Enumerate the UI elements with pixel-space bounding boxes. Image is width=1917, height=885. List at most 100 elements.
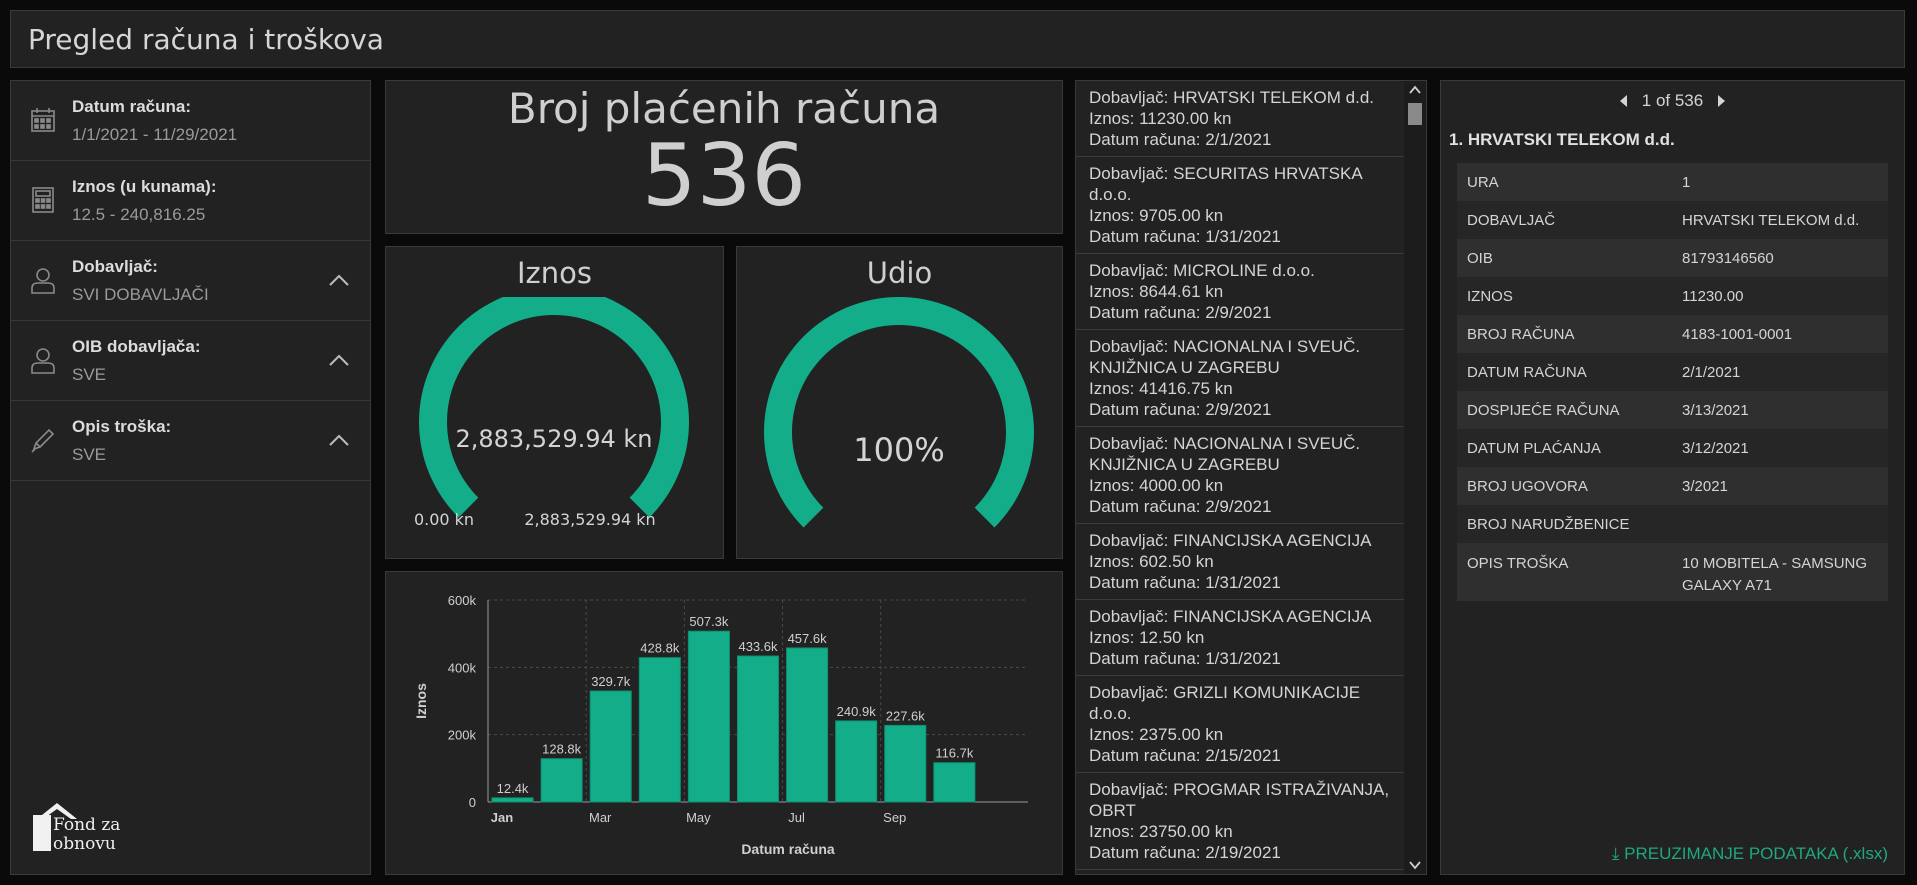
invoice-list-item[interactable]: Dobavljač: SECURITAS HRVATSKA d.o.o. Izno… bbox=[1076, 157, 1406, 254]
x-tick-label: Sep bbox=[883, 810, 906, 825]
invoice-list-item[interactable]: Dobavljač: GRIZLI KOMUNIKACIJE d.o.o. Izn… bbox=[1076, 676, 1406, 773]
data-label: 457.6k bbox=[788, 631, 828, 646]
invoice-list: Dobavljač: HRVATSKI TELEKOM d.d. Iznos: 1… bbox=[1075, 80, 1427, 875]
invoice-date: Datum računa: 2/9/2021 bbox=[1089, 400, 1272, 419]
attribute-value: 3/2021 bbox=[1682, 477, 1728, 495]
invoice-amount: Iznos: 2375.00 kn bbox=[1089, 725, 1224, 744]
kpi-broj-racuna: Broj plaćenih računa 536 bbox=[385, 80, 1063, 234]
filter-opis-troska[interactable]: Opis troška: SVE bbox=[11, 401, 370, 481]
bar-jul bbox=[786, 647, 829, 803]
filter-label: OIB dobavljača: bbox=[72, 337, 201, 356]
scroll-down-icon[interactable] bbox=[1409, 860, 1421, 870]
filter-iznos[interactable]: Iznos (u kunama): 12.5 - 240,816.25 bbox=[11, 161, 370, 241]
invoice-date: Datum računa: 2/9/2021 bbox=[1089, 303, 1272, 322]
data-label: 116.7k bbox=[935, 746, 974, 761]
invoice-supplier: Dobavljač: NACIONALNA I SVEUČ. KNJIŽNICA… bbox=[1089, 434, 1361, 474]
invoice-supplier: Dobavljač: NACIONALNA I SVEUČ. KNJIŽNICA… bbox=[1089, 337, 1361, 377]
x-tick-label: Jan bbox=[491, 810, 513, 825]
kpi-title: Broj plaćenih računa bbox=[507, 84, 941, 133]
invoice-list-item[interactable]: Dobavljač: NACIONALNA I SVEUČ. KNJIŽNICA… bbox=[1076, 427, 1406, 524]
next-record-icon[interactable] bbox=[1717, 94, 1727, 108]
attribute-row: OIB 81793146560 bbox=[1457, 239, 1888, 277]
x-axis-title: Datum računa bbox=[741, 841, 835, 857]
filter-value: 12.5 - 240,816.25 bbox=[72, 205, 206, 224]
invoice-amount: Iznos: 23750.00 kn bbox=[1089, 822, 1233, 841]
attribute-key: BROJ UGOVORA bbox=[1467, 477, 1588, 495]
bar-chart-iznos-po-mjesecu: 0 200k 400k 600k 12.4k 128.8k 329.7k 428.8k 507.… bbox=[385, 571, 1063, 875]
invoice-date: Datum računa: 2/9/2021 bbox=[1089, 497, 1272, 516]
calculator-icon bbox=[32, 187, 54, 213]
filter-value: SVE bbox=[72, 365, 107, 384]
gauge-udio: Udio 100% bbox=[736, 246, 1063, 559]
chevron-up-icon[interactable] bbox=[328, 273, 350, 287]
chevron-up-icon[interactable] bbox=[328, 433, 350, 447]
filter-label: Iznos (u kunama): bbox=[72, 177, 217, 196]
scroll-up-icon[interactable] bbox=[1409, 85, 1421, 95]
attribute-value: HRVATSKI TELEKOM d.d. bbox=[1682, 211, 1860, 229]
previous-record-icon[interactable] bbox=[1618, 94, 1628, 108]
invoice-supplier: Dobavljač: FINANCIJSKA AGENCIJA bbox=[1089, 607, 1372, 626]
bar-chart-svg: 0 200k 400k 600k 12.4k 128.8k 329.7k 428.8k 507.… bbox=[413, 593, 1028, 857]
invoice-list-item[interactable]: Dobavljač: FINANCIJSKA AGENCIJA Iznos: 12… bbox=[1076, 600, 1406, 676]
gauge-value-label: 2,883,529.94 kn bbox=[455, 425, 652, 453]
list-scrollbar[interactable] bbox=[1404, 81, 1426, 874]
bar-jan bbox=[491, 797, 534, 803]
filter-value: SVI DOBAVLJAČI bbox=[72, 285, 209, 304]
invoice-supplier: Dobavljač: HRVATSKI TELEKOM d.d. bbox=[1089, 88, 1375, 107]
invoice-amount: Iznos: 41416.75 kn bbox=[1089, 379, 1233, 398]
data-label: 240.9k bbox=[837, 704, 877, 719]
attribute-value: 81793146560 bbox=[1682, 249, 1774, 267]
kpi-value: 536 bbox=[641, 126, 807, 226]
filter-panel: Datum računa: 1/1/2021 - 11/29/2021 Izno… bbox=[10, 80, 371, 875]
attribute-key: BROJ NARUDŽBENICE bbox=[1467, 515, 1630, 533]
attribute-row: BROJ RAČUNA 4183-1001-0001 bbox=[1457, 315, 1888, 353]
invoice-amount: Iznos: 602.50 kn bbox=[1089, 552, 1214, 571]
data-label: 507.3k bbox=[689, 614, 729, 629]
filter-label: Opis troška: bbox=[72, 417, 172, 436]
gauge-max-label: 2,883,529.94 kn bbox=[524, 510, 655, 529]
filter-dobavljac[interactable]: Dobavljač: SVI DOBAVLJAČI bbox=[11, 241, 370, 321]
invoice-list-item[interactable]: Dobavljač: FINANCIJSKA AGENCIJA Iznos: 60… bbox=[1076, 524, 1406, 600]
gauge-iznos: Iznos 2,883,529.94 kn 0.00 kn 2,883,529.… bbox=[385, 246, 724, 559]
person-icon bbox=[31, 348, 55, 374]
attribute-row: DATUM RAČUNA 2/1/2021 bbox=[1457, 353, 1888, 391]
logo-line1: Fond za bbox=[53, 815, 121, 835]
invoice-date: Datum računa: 2/1/2021 bbox=[1089, 130, 1272, 149]
attribute-key: IZNOS bbox=[1467, 287, 1513, 305]
invoice-date: Datum računa: 1/31/2021 bbox=[1089, 227, 1281, 246]
invoice-amount: Iznos: 9705.00 kn bbox=[1089, 206, 1224, 225]
filter-value: 1/1/2021 - 11/29/2021 bbox=[72, 125, 238, 144]
attribute-value: 1 bbox=[1682, 173, 1691, 191]
filter-oib[interactable]: OIB dobavljača: SVE bbox=[11, 321, 370, 401]
invoice-list-item[interactable]: Dobavljač: PROGMAR ISTRAŽIVANJA, OBRT Izn… bbox=[1076, 773, 1406, 870]
filter-datum-racuna[interactable]: Datum računa: 1/1/2021 - 11/29/2021 bbox=[11, 81, 370, 161]
attribute-value: 2/1/2021 bbox=[1682, 363, 1741, 381]
attribute-key: DATUM PLAĆANJA bbox=[1467, 439, 1601, 457]
gauge-arc bbox=[764, 297, 1034, 528]
invoice-list-item[interactable]: Dobavljač: HRVATSKI TELEKOM d.d. Iznos: 1… bbox=[1076, 81, 1406, 157]
x-tick-label: Mar bbox=[589, 810, 612, 825]
download-xlsx-link[interactable]: ⤓ PREUZIMANJE PODATAKA (.xlsx) bbox=[1611, 844, 1888, 863]
invoice-list-item[interactable]: Dobavljač: MICROLINE d.o.o. Iznos: 8644.6… bbox=[1076, 254, 1406, 330]
invoice-list-item[interactable]: Dobavljač: NACIONALNA I SVEUČ. KNJIŽNICA… bbox=[1076, 330, 1406, 427]
logo-block bbox=[33, 815, 51, 851]
invoice-date: Datum računa: 1/31/2021 bbox=[1089, 649, 1281, 668]
filter-label: Datum računa: bbox=[72, 97, 192, 116]
gauge-min-label: 0.00 kn bbox=[414, 510, 474, 529]
chevron-up-icon[interactable] bbox=[328, 353, 350, 367]
invoice-amount: Iznos: 11230.00 kn bbox=[1089, 109, 1232, 128]
bar-jun bbox=[736, 655, 780, 803]
attribute-row: BROJ NARUDŽBENICE bbox=[1457, 505, 1888, 543]
app-header: Pregled računa i troškova bbox=[10, 10, 1905, 68]
data-label: 227.6k bbox=[886, 708, 926, 723]
invoice-date: Datum računa: 2/15/2021 bbox=[1089, 746, 1281, 765]
bar-may bbox=[687, 630, 730, 803]
attribute-row: BROJ UGOVORA 3/2021 bbox=[1457, 467, 1888, 505]
y-tick-label: 400k bbox=[448, 660, 477, 675]
y-tick-label: 0 bbox=[469, 795, 476, 810]
x-tick-label: May bbox=[686, 810, 711, 825]
bar-mar bbox=[589, 690, 632, 803]
attribute-key: BROJ RAČUNA bbox=[1467, 325, 1575, 343]
scrollbar-thumb[interactable] bbox=[1408, 103, 1422, 125]
attribute-value: 3/13/2021 bbox=[1682, 401, 1749, 419]
